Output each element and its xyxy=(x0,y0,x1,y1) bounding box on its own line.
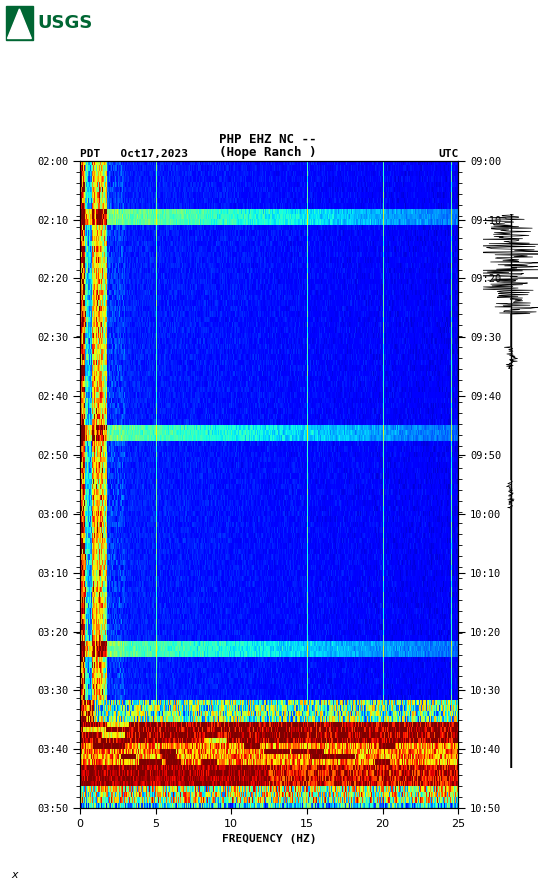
Bar xyxy=(6,6,33,40)
Text: UTC: UTC xyxy=(438,149,458,159)
Text: USGS: USGS xyxy=(38,14,93,32)
Text: x: x xyxy=(11,870,18,880)
X-axis label: FREQUENCY (HZ): FREQUENCY (HZ) xyxy=(222,834,316,844)
Text: PHP EHZ NC --: PHP EHZ NC -- xyxy=(219,133,316,146)
Polygon shape xyxy=(8,9,31,38)
Text: (Hope Ranch ): (Hope Ranch ) xyxy=(219,146,316,159)
Text: PDT   Oct17,2023: PDT Oct17,2023 xyxy=(80,149,188,159)
